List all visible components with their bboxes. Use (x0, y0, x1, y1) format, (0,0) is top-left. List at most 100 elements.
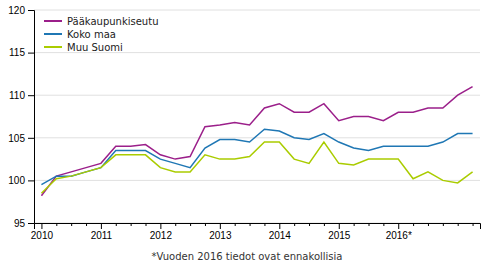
x-minor-tick-mark (86, 223, 87, 226)
y-tick: 120 (8, 5, 34, 16)
x-tick-label: 2015 (328, 230, 351, 241)
x-tick (205, 223, 206, 226)
x-minor-tick-mark (324, 223, 325, 226)
x-tick-label: 2011 (91, 230, 113, 241)
x-minor-tick-mark (264, 223, 265, 226)
x-tick (428, 223, 429, 226)
legend-item: Muu Suomi (44, 42, 123, 53)
y-tick: 95 (14, 218, 34, 229)
x-tick-mark (41, 223, 42, 229)
x-tick (56, 223, 57, 226)
x-tick (190, 223, 191, 226)
grid-line (34, 137, 480, 138)
series-line (41, 142, 472, 193)
y-tick: 110 (9, 90, 34, 101)
x-minor-tick-mark (458, 223, 459, 226)
y-tick-mark (28, 138, 34, 139)
x-tick (443, 223, 444, 226)
footnote: *Vuoden 2016 tiedot ovat ennakollisia (152, 251, 343, 262)
x-tick (86, 223, 87, 226)
x-minor-tick-mark (294, 223, 295, 226)
x-minor-tick-mark (56, 223, 57, 226)
x-minor-tick-mark (175, 223, 176, 226)
x-tick (458, 223, 459, 226)
x-tick-mark (279, 223, 280, 229)
x-tick (294, 223, 295, 226)
x-tick-label: 2012 (150, 230, 173, 241)
x-tick (71, 223, 72, 226)
grid-line (34, 180, 480, 181)
legend-item: Pääkaupunkiseutu (44, 16, 158, 27)
x-tick (309, 223, 310, 226)
x-tick (131, 223, 132, 226)
legend-item: Koko maa (44, 29, 116, 40)
y-tick-mark (28, 180, 34, 181)
x-tick (383, 223, 384, 226)
x-tick (473, 223, 474, 226)
x-tick: 2010 (31, 223, 54, 241)
y-tick-mark (28, 95, 34, 96)
x-minor-tick-mark (309, 223, 310, 226)
legend-swatch (44, 46, 62, 48)
x-minor-tick-mark (473, 223, 474, 226)
x-minor-tick-mark (354, 223, 355, 226)
chart: 9510010511011512020102011201220132014201… (0, 0, 494, 265)
x-tick (354, 223, 355, 226)
x-tick-mark (160, 223, 161, 229)
x-tick: 2012 (150, 223, 173, 241)
x-tick: 2013 (209, 223, 232, 241)
x-tick (369, 223, 370, 226)
y-tick-label: 100 (8, 175, 25, 186)
x-tick (264, 223, 265, 226)
x-minor-tick-mark (369, 223, 370, 226)
x-tick-label: 2016* (386, 230, 412, 241)
x-tick (175, 223, 176, 226)
x-tick (324, 223, 325, 226)
y-tick: 105 (8, 133, 34, 144)
x-minor-tick-mark (146, 223, 147, 226)
series-line (41, 129, 472, 184)
y-tick-mark (28, 10, 34, 11)
x-tick: 2014 (269, 223, 292, 241)
legend-label: Pääkaupunkiseutu (67, 16, 158, 27)
y-tick: 100 (8, 175, 34, 186)
y-tick-label: 110 (9, 90, 25, 101)
grid-line (34, 10, 480, 11)
x-axis-line (35, 224, 481, 230)
y-tick-mark (28, 223, 34, 224)
x-tick-label: 2010 (31, 230, 54, 241)
lines (41, 87, 472, 196)
y-tick-mark (28, 53, 34, 54)
x-minor-tick-mark (116, 223, 117, 226)
x-minor-tick-mark (428, 223, 429, 226)
grid-line (34, 95, 480, 96)
x-minor-tick-mark (413, 223, 414, 226)
y-tick-label: 105 (8, 133, 25, 144)
y-tick-label: 120 (8, 5, 25, 16)
x-tick: 2011 (91, 223, 113, 241)
y-axis: 95100105110115120 (8, 5, 34, 229)
plot: 9510010511011512020102011201220132014201… (8, 5, 480, 241)
x-minor-tick-mark (205, 223, 206, 226)
series-line (41, 87, 472, 196)
y-tick-label: 95 (14, 218, 26, 229)
legend-swatch (44, 33, 62, 35)
x-tick (146, 223, 147, 226)
x-tick (116, 223, 117, 226)
x-tick (250, 223, 251, 226)
legend-label: Muu Suomi (67, 42, 123, 53)
x-axis: 2010 2011 2012 2013 2014 2015 2016* (31, 223, 481, 241)
x-minor-tick-mark (131, 223, 132, 226)
x-tick-mark (398, 223, 399, 229)
x-tick: 2015 (328, 223, 351, 241)
x-minor-tick-mark (190, 223, 191, 226)
legend-swatch (44, 20, 62, 22)
x-tick (235, 223, 236, 226)
x-minor-tick-mark (71, 223, 72, 226)
x-tick-mark (339, 223, 340, 229)
x-tick: 2016* (386, 223, 412, 241)
x-tick-label: 2013 (209, 230, 232, 241)
legend: Pääkaupunkiseutu Koko maa Muu Suomi (44, 16, 158, 53)
y-axis-line (28, 11, 35, 224)
x-minor-tick-mark (383, 223, 384, 226)
